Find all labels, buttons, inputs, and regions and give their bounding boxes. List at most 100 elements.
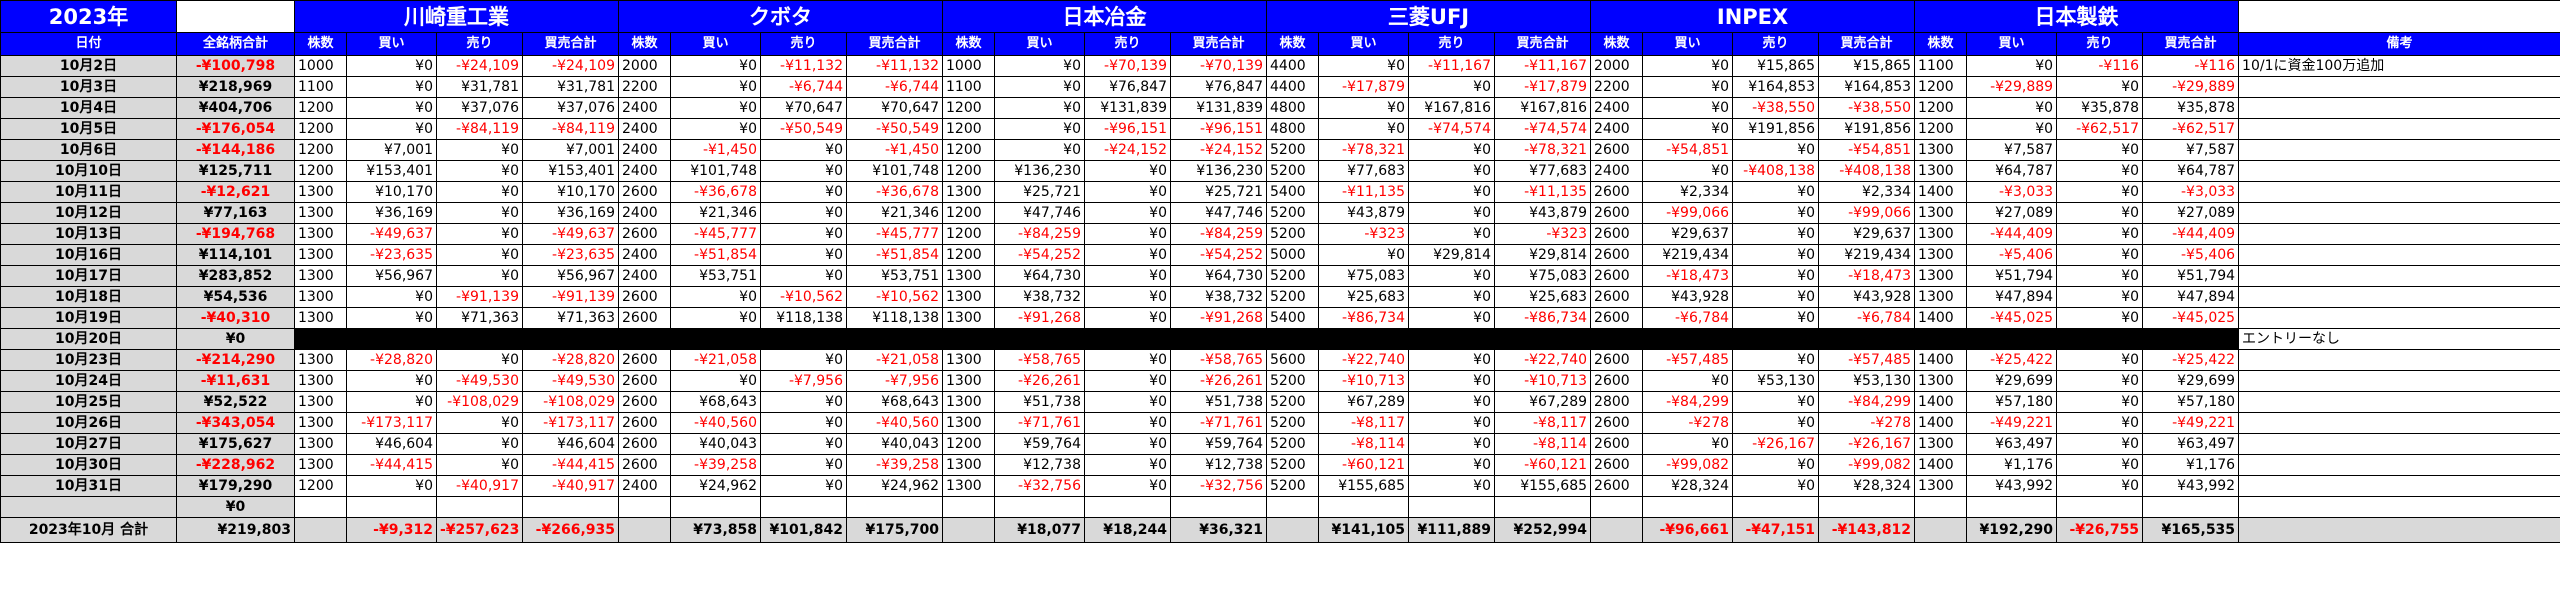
shares-cell: 5200	[1266, 433, 1319, 455]
buy-cell: -¥40,560	[670, 412, 761, 434]
shares-cell: 1400	[1914, 307, 1968, 329]
buy-cell: -¥49,637	[346, 223, 437, 245]
net-cell: -¥11,167	[1493, 55, 1592, 77]
shares-cell: 2600	[1590, 475, 1644, 497]
shares-cell: 1200	[942, 433, 995, 455]
net-cell: -¥23,635	[522, 244, 619, 266]
table-row: 10月11日 -¥12,621 1300 ¥10,170 ¥0 ¥10,170 2600 -¥…	[0, 181, 2560, 203]
shares-cell: 5200	[1266, 454, 1319, 476]
table-row: 10月12日 ¥77,163 1300 ¥36,169 ¥0 ¥36,169 2400 ¥21…	[0, 202, 2560, 224]
shares-cell: 1200	[294, 97, 347, 119]
buy-cell: ¥25,683	[1318, 286, 1409, 308]
date-cell	[0, 496, 177, 518]
shares-cell: 2400	[618, 202, 671, 224]
shares-cell: 5200	[1266, 370, 1319, 392]
net-cell: ¥47,894	[2142, 286, 2240, 308]
sell-cell: -¥49,530	[436, 370, 523, 392]
table-row: 10月3日 ¥218,969 1100 ¥0 ¥31,781 ¥31,781 2200 ¥0-…	[0, 76, 2560, 98]
date-cell: 10月18日	[0, 286, 177, 308]
sell-cell: ¥0	[1408, 391, 1495, 413]
blank-header	[2238, 0, 2560, 33]
shares-cell: 1200	[942, 244, 995, 266]
sell-cell: ¥0	[436, 160, 523, 182]
buy-cell: -¥91,268	[994, 307, 1085, 329]
table-row: ¥0	[0, 496, 2560, 518]
table-row: 10月30日 -¥228,962 1300 -¥44,415 ¥0 -¥44,415 260…	[0, 454, 2560, 476]
buy-cell: -¥60,121	[1318, 454, 1409, 476]
sell-cell: ¥0	[1084, 223, 1171, 245]
buy-cell: ¥38,732	[994, 286, 1085, 308]
total-cell: ¥125,711	[176, 160, 295, 182]
net-cell: ¥40,043	[846, 433, 943, 455]
net-cell: ¥68,643	[846, 391, 943, 413]
sub-column-header: 売り	[436, 32, 523, 56]
empty-cell	[2056, 496, 2144, 518]
net-cell: -¥44,415	[522, 454, 619, 476]
buy-cell: ¥43,928	[1642, 286, 1734, 308]
shares-cell: 1400	[1914, 349, 1968, 371]
sell-cell: ¥0	[2056, 307, 2144, 329]
sub-column-header: 買い	[1642, 32, 1734, 56]
empty-cell	[1966, 496, 2058, 518]
sell-cell: -¥74,574	[1408, 118, 1495, 140]
shares-cell: 2400	[618, 118, 671, 140]
sell-cell: ¥0	[760, 223, 847, 245]
net-cell: ¥155,685	[1493, 475, 1592, 497]
net-cell: -¥1,450	[846, 139, 943, 161]
empty-cell	[1084, 496, 1171, 518]
shares-cell: 1300	[294, 391, 347, 413]
net-cell: -¥62,517	[2142, 118, 2240, 140]
net-cell: ¥191,856	[1818, 118, 1916, 140]
summary-note	[2238, 517, 2560, 543]
shares-cell: 2400	[618, 160, 671, 182]
summary-cell	[1266, 517, 1319, 543]
summary-total: ¥219,803	[176, 517, 295, 543]
net-cell: ¥29,637	[1818, 223, 1916, 245]
total-cell: -¥40,310	[176, 307, 295, 329]
buy-cell: ¥47,894	[1966, 286, 2058, 308]
shares-cell: 2600	[618, 391, 671, 413]
net-cell: -¥22,740	[1493, 349, 1592, 371]
note-cell: 10/1に資金100万追加	[2238, 55, 2560, 77]
note-cell	[2238, 181, 2560, 203]
table-row: 10月25日 ¥52,522 1300 ¥0 -¥108,029 -¥108,029 260…	[0, 391, 2560, 413]
summary-cell: -¥96,661	[1642, 517, 1734, 543]
shares-cell: 1300	[942, 307, 995, 329]
total-cell: ¥179,290	[176, 475, 295, 497]
buy-cell: ¥40,043	[670, 433, 761, 455]
buy-cell: ¥0	[994, 118, 1085, 140]
summary-cell: -¥9,312	[346, 517, 437, 543]
net-cell: -¥44,409	[2142, 223, 2240, 245]
empty-cell	[1170, 496, 1267, 518]
sell-cell: -¥116	[2056, 55, 2144, 77]
summary-cell: -¥26,755	[2056, 517, 2144, 543]
shares-cell: 2400	[1590, 97, 1644, 119]
net-cell: ¥219,434	[1818, 244, 1916, 266]
sell-cell: ¥0	[1084, 433, 1171, 455]
net-cell: -¥78,321	[1493, 139, 1592, 161]
sell-cell: -¥11,132	[760, 55, 847, 77]
empty-cell	[436, 496, 523, 518]
sell-cell: ¥0	[760, 391, 847, 413]
net-cell: ¥47,746	[1170, 202, 1267, 224]
sell-cell: ¥0	[1408, 349, 1495, 371]
shares-cell: 2600	[1590, 370, 1644, 392]
table-row: 10月23日 -¥214,290 1300 -¥28,820 ¥0 -¥28,820 260…	[0, 349, 2560, 371]
buy-cell: -¥10,713	[1318, 370, 1409, 392]
buy-cell: ¥1,176	[1966, 454, 2058, 476]
sell-cell: ¥0	[1408, 223, 1495, 245]
sell-cell: ¥53,130	[1732, 370, 1820, 392]
sell-cell: ¥0	[1084, 412, 1171, 434]
net-cell: ¥77,683	[1493, 160, 1592, 182]
net-cell: -¥24,109	[522, 55, 619, 77]
sell-cell: ¥0	[436, 433, 523, 455]
buy-cell: ¥0	[1642, 97, 1734, 119]
buy-cell: -¥323	[1318, 223, 1409, 245]
note-cell	[2238, 202, 2560, 224]
net-cell: -¥54,851	[1818, 139, 1916, 161]
buy-cell: -¥22,740	[1318, 349, 1409, 371]
empty-cell	[1318, 496, 1409, 518]
note-cell	[2238, 433, 2560, 455]
buy-cell: ¥0	[346, 55, 437, 77]
net-cell: ¥25,683	[1493, 286, 1592, 308]
